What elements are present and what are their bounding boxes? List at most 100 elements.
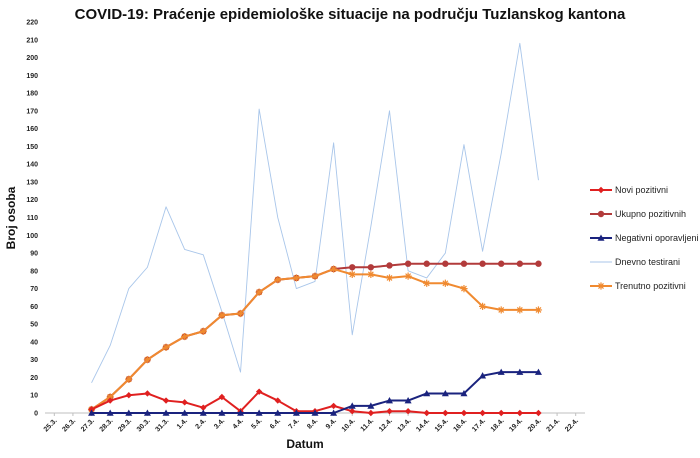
x-tick-label: 19.4. (508, 417, 524, 433)
x-tick-label: 16.4. (452, 417, 468, 433)
data-point (144, 390, 151, 397)
data-point (181, 409, 189, 416)
data-point (330, 409, 338, 416)
data-point (162, 343, 170, 351)
data-point (200, 404, 207, 411)
data-point (460, 409, 468, 417)
x-tick-label: 7.4. (288, 417, 301, 430)
data-point (423, 260, 430, 267)
data-point (386, 408, 393, 415)
data-point (218, 409, 226, 416)
data-point (292, 274, 300, 282)
data-point (255, 388, 263, 395)
x-tick-label: 11.4. (360, 417, 376, 433)
y-tick-label: 10 (30, 393, 38, 400)
data-point (498, 260, 505, 267)
series-line (90, 268, 539, 411)
data-point (311, 272, 319, 280)
x-tick-label: 3.4. (213, 417, 226, 430)
data-point (497, 306, 505, 314)
data-point (479, 372, 487, 379)
data-point (348, 270, 356, 278)
data-point (404, 408, 412, 415)
data-point (349, 264, 356, 271)
data-point (535, 409, 542, 417)
series-line (91, 42, 539, 383)
data-point (125, 409, 133, 416)
x-axis-title: Datum (286, 437, 323, 451)
data-point (125, 392, 132, 399)
x-tick-label: 25.3. (43, 417, 59, 433)
data-point (88, 409, 96, 416)
x-tick-label: 22.4. (564, 417, 580, 433)
legend-marker (597, 234, 605, 241)
data-point (181, 332, 189, 341)
data-point (534, 306, 543, 314)
legend: Novi pozitivni Ukupno pozitivnih Negativni… (590, 185, 699, 291)
x-tick-label: 12.4. (378, 417, 394, 433)
x-tick-label: 1.4. (176, 417, 189, 430)
data-point (106, 409, 114, 416)
x-tick-label: 9.4. (325, 417, 338, 430)
data-point (367, 270, 375, 278)
series-negativni-oporavljeni (88, 368, 542, 416)
data-point (367, 402, 375, 409)
data-point (162, 397, 170, 404)
data-point (516, 409, 524, 417)
data-point (274, 276, 282, 284)
y-tick-label: 60 (30, 304, 38, 311)
data-point (237, 409, 245, 416)
legend-label: Negativni oporavljeni (615, 233, 699, 243)
data-point (274, 397, 281, 404)
data-point (292, 409, 300, 416)
data-point (404, 397, 412, 404)
y-tick-label: 90 (30, 251, 38, 258)
data-point (460, 284, 468, 293)
y-tick-label: 130 (26, 179, 38, 186)
x-tick-label: 6.4. (269, 417, 282, 430)
data-point (478, 302, 487, 310)
data-point (442, 260, 449, 267)
x-tick-label: 21.4. (546, 417, 562, 433)
y-tick-label: 70 (30, 286, 38, 293)
data-point (367, 409, 375, 417)
x-tick-label: 28.3. (99, 417, 115, 433)
data-point (199, 409, 207, 416)
y-axis: 0 10 20 30 40 50 60 70 80 90 100 110 120 130 140 150 160… (26, 20, 38, 418)
y-tick-label: 180 (26, 91, 38, 98)
data-point (106, 397, 114, 404)
data-point (181, 399, 188, 406)
data-point (255, 288, 263, 296)
y-tick-label: 30 (30, 357, 38, 364)
y-tick-label: 40 (30, 339, 38, 346)
x-tick-label: 14.4. (415, 417, 431, 433)
x-tick-label: 20.4. (527, 417, 543, 433)
series-ukupno-pozitivnih (88, 260, 542, 413)
y-axis-title: Broj osoba (4, 186, 18, 249)
data-point (479, 260, 486, 267)
y-tick-label: 220 (26, 20, 38, 27)
chart-title: COVID-19: Praćenje epidemiološke situaci… (75, 6, 626, 23)
legend-marker (597, 210, 605, 218)
y-tick-label: 20 (30, 375, 38, 382)
series-line (91, 371, 539, 414)
y-tick-label: 80 (30, 268, 38, 275)
y-tick-label: 170 (26, 108, 38, 115)
data-point (423, 409, 430, 417)
data-point (255, 409, 263, 416)
data-point (199, 327, 207, 335)
data-point (349, 408, 356, 415)
legend-label: Ukupno pozitivnih (615, 209, 686, 219)
y-tick-label: 140 (26, 162, 38, 169)
data-point (516, 260, 524, 267)
y-tick-label: 120 (26, 197, 38, 204)
legend-label: Novi pozitivni (615, 185, 668, 195)
data-point (404, 272, 412, 280)
data-point (236, 309, 245, 318)
data-point (423, 389, 431, 397)
legend-label: Dnevno testirani (615, 257, 680, 267)
data-point (125, 375, 133, 383)
data-point (311, 409, 319, 416)
legend-label: Trenutno pozitivni (615, 281, 686, 291)
data-point (218, 311, 226, 319)
